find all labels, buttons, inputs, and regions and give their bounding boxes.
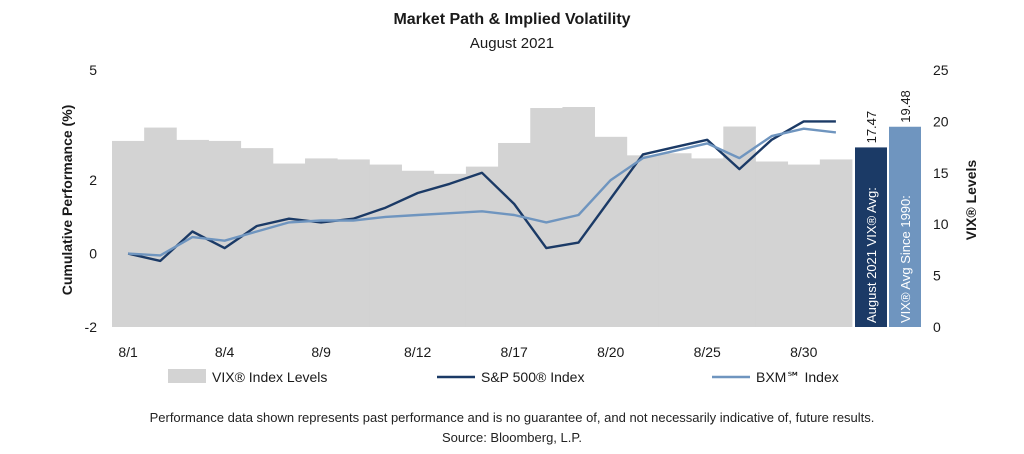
vix-bar: [594, 136, 628, 327]
right-axis: 25 20 15 10 5 0: [933, 62, 949, 335]
footnote-source: Source: Bloomberg, L.P.: [442, 430, 582, 445]
summary-bar: [855, 147, 887, 327]
legend-label: VIX® Index Levels: [212, 369, 327, 385]
right-axis-tick: 5: [933, 268, 941, 284]
right-axis-tick: 25: [933, 62, 949, 78]
x-axis-tick: 8/25: [694, 344, 721, 360]
chart-subtitle: August 2021: [470, 35, 554, 52]
legend-swatch-box: [168, 369, 206, 383]
right-axis-tick: 0: [933, 319, 941, 335]
footnote-disclaimer: Performance data shown represents past p…: [149, 410, 875, 425]
right-axis-tick: 15: [933, 165, 949, 181]
vix-bar: [433, 173, 467, 327]
x-axis-tick: 8/4: [215, 344, 235, 360]
left-axis-tick: -2: [85, 319, 98, 335]
left-axis: 5 2 0 -2: [85, 62, 98, 335]
vix-bar: [144, 127, 177, 328]
x-axis-tick: 8/17: [501, 344, 528, 360]
summary-bar-value: 17.47: [864, 111, 879, 144]
right-axis-tick: 20: [933, 113, 949, 129]
summary-bar-value: 19.48: [898, 90, 913, 123]
left-axis-tick: 5: [89, 62, 97, 78]
vix-bar: [530, 108, 563, 327]
vix-bar: [369, 164, 402, 327]
vix-bar: [819, 159, 853, 327]
vix-bar: [787, 164, 821, 327]
legend-label: BXM℠ Index: [756, 369, 839, 385]
x-axis-tick: 8/12: [404, 344, 431, 360]
summary-bar: [889, 126, 921, 327]
vix-bar: [272, 163, 306, 327]
summary-bars-layer: August 2021 VIX® Avg: 17.47 VIX® Avg Since…: [855, 90, 921, 327]
vix-bar: [337, 159, 370, 327]
summary-bar-label: August 2021 VIX® Avg:: [864, 187, 879, 323]
vix-bar: [691, 158, 724, 327]
series-line: [128, 127, 837, 257]
vix-bar: [658, 153, 692, 327]
x-axis-tick: 8/30: [790, 344, 817, 360]
vix-bar: [112, 140, 145, 327]
vix-bar: [755, 161, 789, 327]
x-axis-tick: 8/9: [311, 344, 331, 360]
vix-bar: [305, 158, 338, 327]
chart-title: Market Path & Implied Volatility: [393, 11, 630, 28]
left-axis-title: Cumulative Performance (%): [59, 105, 75, 296]
vix-bar: [465, 166, 499, 327]
vix-bar: [176, 139, 209, 327]
right-axis-title: VIX® Levels: [963, 160, 979, 241]
vix-bar: [498, 142, 531, 327]
x-axis: 8/1 8/4 8/9 8/12 8/17 8/20 8/25 8/30: [118, 344, 817, 360]
right-axis-tick: 10: [933, 216, 949, 232]
vix-bar: [208, 140, 242, 327]
chart-canvas: Market Path & Implied Volatility August …: [59, 11, 979, 385]
vix-bars-layer: [112, 107, 853, 328]
x-axis-tick: 8/1: [118, 344, 138, 360]
vix-bar: [240, 148, 274, 327]
vix-bar: [626, 155, 660, 327]
x-axis-tick: 8/20: [597, 344, 624, 360]
summary-bar-label: VIX® Avg Since 1990:: [898, 195, 913, 323]
series-lines-layer: [127, 120, 837, 263]
legend: VIX® Index Levels S&P 500® Index BXM℠ Inde…: [168, 369, 839, 385]
left-axis-tick: 2: [89, 172, 97, 188]
legend-label: S&P 500® Index: [481, 369, 584, 385]
left-axis-tick: 0: [89, 246, 97, 262]
